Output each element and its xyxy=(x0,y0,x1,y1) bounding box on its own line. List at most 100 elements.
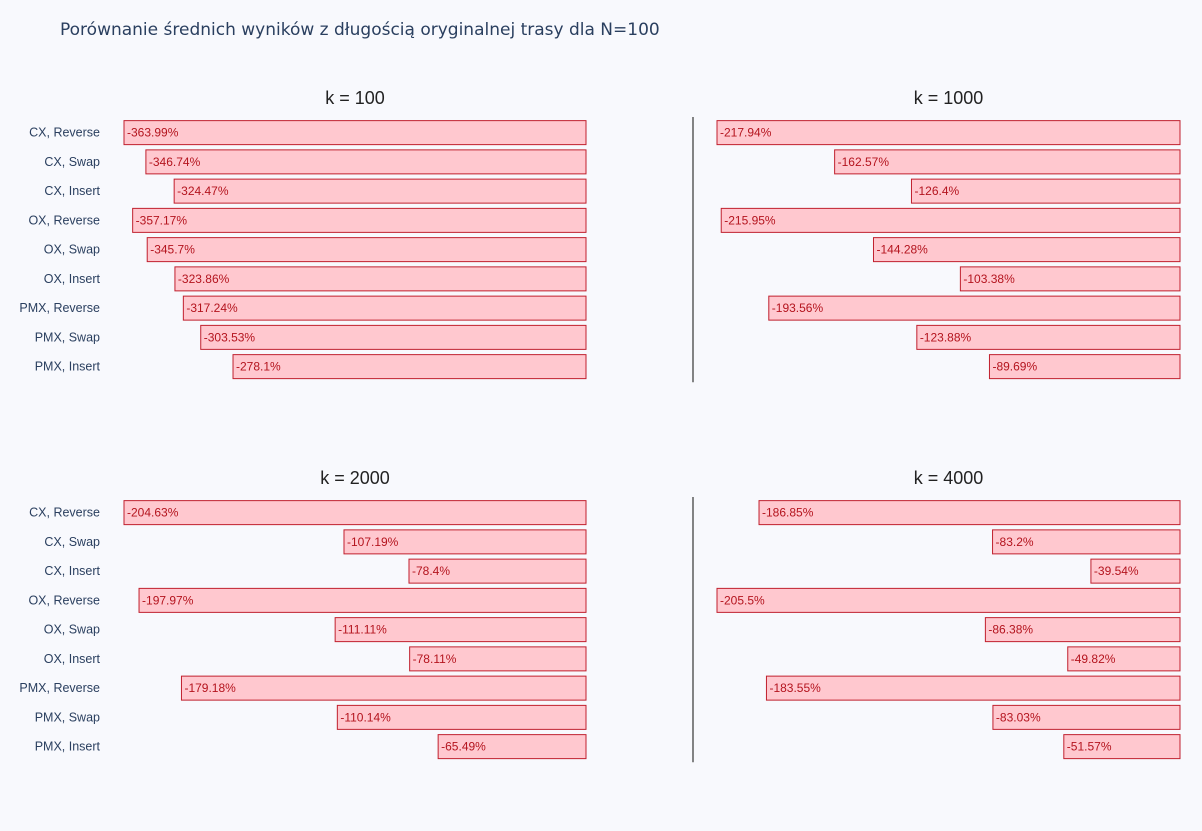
bar-value-label: -193.56% xyxy=(772,301,824,315)
subplot-grid: k = 100 -363.99% CX, Reverse -346.74% CX, Sw… xyxy=(19,88,1181,763)
bar xyxy=(232,354,587,380)
bar-value-label: -303.53% xyxy=(204,330,256,344)
bar xyxy=(910,178,1181,204)
subplot-4: k = 4000 -186.85% -83.2% -39.54% -205.5% -86.… xyxy=(692,468,1181,763)
bar xyxy=(768,295,1181,321)
bar-value-label: -363.99% xyxy=(127,126,179,140)
bar-value-label: -204.63% xyxy=(127,506,179,520)
category-tick-label: PMX, Insert xyxy=(35,740,101,754)
bar xyxy=(758,500,1181,526)
bar-value-label: -357.17% xyxy=(136,213,188,227)
bar-value-label: -51.57% xyxy=(1067,740,1112,754)
subplot-2: k = 1000 -217.94% -162.57% -126.4% -215.95% -… xyxy=(692,88,1181,383)
bar-value-label: -205.5% xyxy=(720,593,765,607)
bar xyxy=(174,266,587,292)
bar xyxy=(720,207,1181,233)
bar xyxy=(834,149,1181,175)
bar xyxy=(984,617,1181,643)
category-tick-label: OX, Swap xyxy=(44,623,100,637)
subplot-title: k = 1000 xyxy=(914,88,984,108)
bar-value-label: -217.94% xyxy=(720,126,772,140)
bar-value-label: -197.97% xyxy=(142,593,194,607)
category-tick-label: OX, Insert xyxy=(44,272,101,286)
bar-value-label: -179.18% xyxy=(184,681,236,695)
subplot-title: k = 100 xyxy=(325,88,385,108)
category-tick-label: PMX, Insert xyxy=(35,360,101,374)
bar xyxy=(916,324,1181,350)
category-tick-label: CX, Insert xyxy=(44,564,100,578)
bar-value-label: -126.4% xyxy=(914,184,959,198)
category-tick-label: CX, Reverse xyxy=(29,506,100,520)
bar-value-label: -215.95% xyxy=(724,213,776,227)
subplot-1: k = 100 -363.99% CX, Reverse -346.74% CX, Sw… xyxy=(19,88,587,380)
category-tick-label: OX, Reverse xyxy=(28,213,100,227)
bar xyxy=(1090,558,1181,584)
bar xyxy=(123,120,587,146)
bar xyxy=(146,237,587,263)
bar-value-label: -78.4% xyxy=(412,564,450,578)
bar-value-label: -83.2% xyxy=(996,535,1034,549)
bar xyxy=(1067,646,1181,672)
bar xyxy=(138,587,587,613)
bar xyxy=(145,149,587,175)
bar-value-label: -111.11% xyxy=(338,623,387,637)
bar xyxy=(992,704,1181,730)
bar-value-label: -49.82% xyxy=(1071,652,1116,666)
subplot-title: k = 4000 xyxy=(914,468,984,488)
bar-value-label: -345.7% xyxy=(150,243,195,257)
category-tick-label: OX, Reverse xyxy=(28,593,100,607)
bar xyxy=(992,529,1181,555)
bar xyxy=(409,646,587,672)
bar xyxy=(334,617,587,643)
category-tick-label: PMX, Swap xyxy=(35,710,100,724)
category-tick-label: CX, Insert xyxy=(44,184,100,198)
bar-value-label: -110.14% xyxy=(340,710,391,724)
subplot-3: k = 2000 -204.63% CX, Reverse -107.19% CX, S… xyxy=(19,468,587,760)
bar-value-label: -324.47% xyxy=(177,184,229,198)
bar-value-label: -323.86% xyxy=(178,272,230,286)
bar-value-label: -123.88% xyxy=(920,330,972,344)
bar-value-label: -86.38% xyxy=(988,623,1033,637)
bar xyxy=(959,266,1181,292)
category-tick-label: OX, Insert xyxy=(44,652,101,666)
bar xyxy=(716,120,1181,146)
category-tick-label: CX, Swap xyxy=(44,155,100,169)
bar-value-label: -78.11% xyxy=(413,652,457,666)
bar xyxy=(765,675,1181,701)
bar xyxy=(1063,734,1181,760)
bar xyxy=(343,529,587,555)
category-tick-label: CX, Reverse xyxy=(29,126,100,140)
category-tick-label: PMX, Swap xyxy=(35,330,100,344)
bar xyxy=(180,675,587,701)
bar-value-label: -144.28% xyxy=(876,243,928,257)
category-tick-label: OX, Swap xyxy=(44,243,100,257)
bar xyxy=(123,500,587,526)
bar xyxy=(437,734,587,760)
bar-value-label: -162.57% xyxy=(838,155,890,169)
bar-value-label: -317.24% xyxy=(186,301,238,315)
category-tick-label: PMX, Reverse xyxy=(19,681,100,695)
bar-value-label: -183.55% xyxy=(769,681,821,695)
bar-value-label: -65.49% xyxy=(441,740,486,754)
bar xyxy=(716,587,1181,613)
bar-value-label: -83.03% xyxy=(996,710,1041,724)
bar-value-label: -346.74% xyxy=(149,155,201,169)
bar xyxy=(173,178,587,204)
bar xyxy=(182,295,587,321)
category-tick-label: CX, Swap xyxy=(44,535,100,549)
bar-value-label: -89.69% xyxy=(992,360,1037,374)
chart-title: Porównanie średnich wyników z długością … xyxy=(60,20,660,40)
bar-value-label: -278.1% xyxy=(236,360,281,374)
bar xyxy=(988,354,1181,380)
bar xyxy=(872,237,1181,263)
bar xyxy=(408,558,587,584)
bar-value-label: -107.19% xyxy=(347,535,399,549)
bar-value-label: -103.38% xyxy=(963,272,1015,286)
subplot-title: k = 2000 xyxy=(320,468,390,488)
bar-value-label: -186.85% xyxy=(762,506,814,520)
bar xyxy=(132,207,587,233)
bar xyxy=(200,324,587,350)
bar-value-label: -39.54% xyxy=(1094,564,1139,578)
